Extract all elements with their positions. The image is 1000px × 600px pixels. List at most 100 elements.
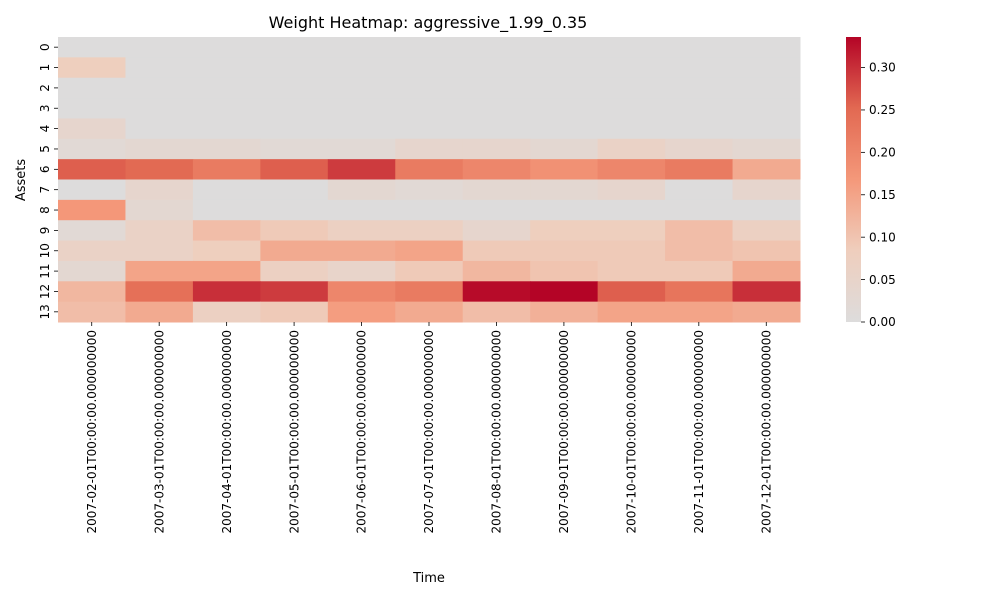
heatmap-cell — [58, 138, 126, 160]
heatmap-cell — [530, 260, 599, 282]
colorbar: 0.00 0.05 0.10 0.15 0.20 0.25 0.30 — [846, 37, 896, 329]
heatmap-cell — [665, 301, 734, 323]
chart-title: Weight Heatmap: aggressive_1.99_0.35 — [269, 13, 588, 33]
heatmap-cell — [260, 301, 329, 323]
heatmap-cell — [395, 301, 464, 323]
heatmap-cell — [327, 199, 396, 221]
heatmap-cell — [597, 138, 666, 160]
heatmap-cell — [192, 220, 261, 242]
heatmap-cell — [395, 220, 464, 242]
x-tick-label: 2007-07-01T00:00:00.000000000 — [422, 330, 436, 534]
heatmap-cell — [58, 98, 126, 119]
heatmap-cell — [395, 199, 464, 221]
heatmap-cell — [192, 199, 261, 221]
heatmap-cell — [462, 281, 531, 303]
heatmap-cell — [462, 57, 531, 79]
heatmap-cell — [260, 260, 329, 282]
heatmap-cell — [58, 220, 126, 242]
heatmap-cell — [597, 159, 666, 180]
heatmap-cell — [125, 118, 194, 140]
heatmap-cell — [125, 240, 194, 262]
heatmap-cell — [327, 37, 396, 58]
heatmap-cells — [58, 37, 801, 323]
heatmap-cell — [125, 77, 194, 99]
heatmap-cell — [192, 138, 261, 160]
heatmap-cell — [732, 138, 801, 160]
heatmap-cell — [58, 77, 126, 99]
heatmap-cell — [125, 159, 194, 180]
heatmap-cell — [395, 37, 464, 58]
heatmap-cell — [125, 179, 194, 201]
heatmap-cell — [192, 118, 261, 140]
heatmap-cell — [530, 118, 599, 140]
heatmap-cell — [530, 159, 599, 180]
colorbar-tick-label: 0.20 — [869, 146, 896, 160]
colorbar-tick-label: 0.00 — [869, 315, 896, 329]
heatmap-cell — [395, 281, 464, 303]
heatmap-cell — [327, 118, 396, 140]
heatmap-cell — [665, 199, 734, 221]
heatmap-cell — [530, 37, 599, 58]
heatmap-cell — [395, 57, 464, 79]
y-tick-label: 3 — [38, 104, 52, 112]
colorbar-ticks: 0.00 0.05 0.10 0.15 0.20 0.25 0.30 — [861, 61, 896, 329]
heatmap-cell — [530, 281, 599, 303]
y-tick-label: 7 — [38, 186, 52, 194]
y-tick-label: 9 — [38, 227, 52, 235]
heatmap-cell — [395, 77, 464, 99]
y-tick-label: 5 — [38, 145, 52, 153]
x-tick-label: 2007-02-01T00:00:00.000000000 — [85, 330, 99, 534]
heatmap-cell — [58, 57, 126, 79]
heatmap-cell — [192, 37, 261, 58]
heatmap-cell — [260, 179, 329, 201]
colorbar-tick-label: 0.25 — [869, 103, 896, 117]
colorbar-tick-label: 0.10 — [869, 230, 896, 244]
heatmap-cell — [732, 179, 801, 201]
x-tick-label: 2007-06-01T00:00:00.000000000 — [355, 330, 369, 534]
heatmap-cell — [192, 301, 261, 323]
heatmap-cell — [125, 199, 194, 221]
heatmap-cell — [462, 138, 531, 160]
heatmap-cell — [192, 281, 261, 303]
heatmap-cell — [597, 260, 666, 282]
heatmap-cell — [597, 240, 666, 262]
heatmap-cell — [665, 281, 734, 303]
heatmap-cell — [260, 118, 329, 140]
heatmap-cell — [530, 98, 599, 119]
heatmap-cell — [125, 281, 194, 303]
heatmap-cell — [192, 159, 261, 180]
heatmap-cell — [530, 57, 599, 79]
heatmap-cell — [732, 220, 801, 242]
heatmap-cell — [462, 220, 531, 242]
heatmap-cell — [395, 118, 464, 140]
heatmap-cell — [260, 37, 329, 58]
heatmap-cell — [125, 98, 194, 119]
y-tick-label: 4 — [38, 125, 52, 133]
heatmap-cell — [58, 260, 126, 282]
heatmap-cell — [462, 159, 531, 180]
heatmap-cell — [530, 301, 599, 323]
heatmap-cell — [395, 240, 464, 262]
heatmap-cell — [597, 301, 666, 323]
y-tick-label: 13 — [38, 304, 52, 319]
heatmap-cell — [732, 77, 801, 99]
y-tick-label: 11 — [38, 263, 52, 278]
colorbar-tick-label: 0.05 — [869, 273, 896, 287]
heatmap-cell — [327, 138, 396, 160]
x-axis-ticks: 2007-02-01T00:00:00.000000000 2007-03-01T… — [85, 322, 773, 534]
heatmap-cell — [58, 37, 126, 58]
heatmap-cell — [462, 37, 531, 58]
x-tick-label: 2007-09-01T00:00:00.000000000 — [557, 330, 571, 534]
heatmap-cell — [665, 220, 734, 242]
heatmap-cell — [665, 77, 734, 99]
heatmap-cell — [597, 281, 666, 303]
heatmap-cell — [58, 240, 126, 262]
x-tick-label: 2007-08-01T00:00:00.000000000 — [490, 330, 504, 534]
heatmap-cell — [125, 301, 194, 323]
heatmap-cell — [327, 57, 396, 79]
heatmap-cell — [260, 138, 329, 160]
y-tick-label: 6 — [38, 166, 52, 174]
heatmap-cell — [462, 260, 531, 282]
heatmap-cell — [192, 240, 261, 262]
heatmap-cell — [192, 98, 261, 119]
